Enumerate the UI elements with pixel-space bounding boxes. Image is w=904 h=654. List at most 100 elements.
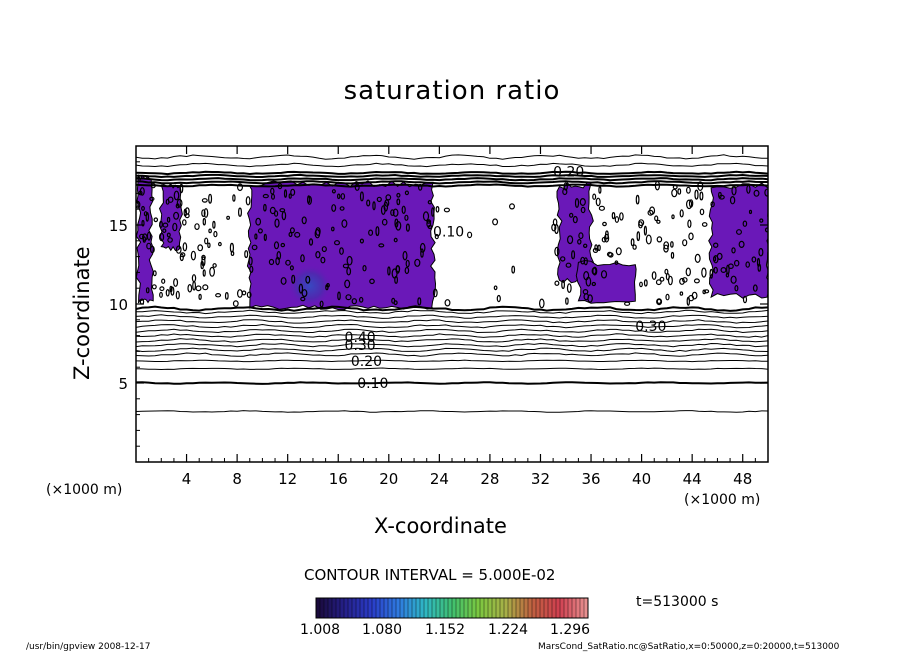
colorbar [315,597,589,619]
speckle-contour [368,229,374,236]
speckle-contour [679,277,685,285]
speckle-contour [142,236,146,243]
speckle-contour [184,207,190,215]
speckle-contour [592,193,597,200]
speckle-contour [173,190,180,201]
speckle-contour [289,227,295,234]
speckle-contour [694,253,701,263]
colorbar-tick-label: 1.296 [550,622,591,638]
colorbar-strip [492,598,497,618]
speckle-contour [300,254,305,263]
contour-line [136,183,768,188]
speckle-contour [670,251,675,259]
speckle-contour [685,267,692,277]
speckle-contour [691,291,698,300]
speckle-contour [359,191,364,202]
contour-line [136,170,768,176]
speckle-contour [190,250,196,261]
speckle-contour [677,188,682,195]
speckle-contour [230,251,235,257]
speckle-contour [579,198,586,207]
speckle-contour [759,218,764,223]
colorbar-strip [488,598,493,618]
colorbar-strip [580,598,585,618]
speckle-contour [554,246,560,257]
speckle-contour [159,232,165,242]
colorbar-strip [412,598,417,618]
speckle-contour [687,219,692,229]
x-axis-label: X-coordinate [374,514,507,538]
x-tick-label: 24 [430,470,449,488]
speckle-contour [745,261,751,268]
speckle-contour [276,251,282,261]
speckle-contour [308,238,314,246]
contour-label: 0.40 [345,330,376,346]
contour-line [136,309,768,315]
speckle-contour [359,296,364,303]
colorbar-strip [328,598,333,618]
colorbar-strip [444,598,449,618]
speckle-contour [748,209,753,215]
speckle-contour [729,195,736,205]
speckle-contour [202,269,206,277]
speckle-contour [592,247,599,253]
speckle-contour [656,236,663,243]
colorbar-strip [508,598,513,618]
speckle-contour [346,267,352,276]
speckle-contour [391,297,396,304]
colorbar-strip [436,598,441,618]
speckle-contour [551,223,557,232]
speckle-contour [591,281,597,287]
colorbar-strip [560,598,565,618]
speckle-contour [195,285,202,292]
x-tick-label: 36 [581,470,600,488]
speckle-contour [427,224,433,230]
speckle-contour [390,209,395,216]
contour-line [136,154,768,160]
speckle-contour [198,293,202,300]
contour-label: 0.30 [635,319,666,335]
speckle-contour [159,220,163,228]
speckle-contour [146,242,152,250]
colorbar-strip [552,598,557,618]
speckle-contour [283,189,288,198]
speckle-contour [271,193,276,200]
speckle-contour [269,206,276,215]
colorbar-strip [364,598,369,618]
speckle-contour [162,228,167,234]
y-axis-ticks: 5 10 15 [109,161,768,447]
speckle-contour [587,294,593,303]
speckle-contour [226,215,231,220]
colorbar-strip [544,598,549,618]
x-tick-label: 12 [278,470,297,488]
speckle-contour [320,256,326,264]
colorbar-strip [468,598,473,618]
speckle-contour [263,203,267,212]
speckle-contour [731,247,736,254]
speckle-contour [566,235,574,245]
speckle-contour [153,217,159,223]
colorbar-strip [452,598,457,618]
speckle-contour [241,290,247,296]
colorbar-strip [584,598,589,618]
speckle-contour [742,220,748,227]
shaded-core-3 [287,264,332,308]
colorbar-strip [348,598,353,618]
contour-line [136,333,768,338]
speckle-contour [757,263,762,272]
speckle-contour [396,192,401,198]
speckle-contour [417,297,422,306]
speckle-contour [170,286,175,296]
speckle-contour [697,181,704,192]
speckle-contour [639,281,643,288]
colorbar-strip [472,598,477,618]
footer-left: /usr/bin/gpview 2008-12-17 [26,642,151,652]
speckle-contour [402,250,408,261]
speckle-contour [493,285,498,291]
speckle-contour [649,206,656,216]
speckle-contour [167,237,173,243]
speckle-contour [300,296,306,302]
speckle-contour [444,299,451,307]
speckle-contour [614,260,619,266]
speckle-contour [746,184,751,194]
